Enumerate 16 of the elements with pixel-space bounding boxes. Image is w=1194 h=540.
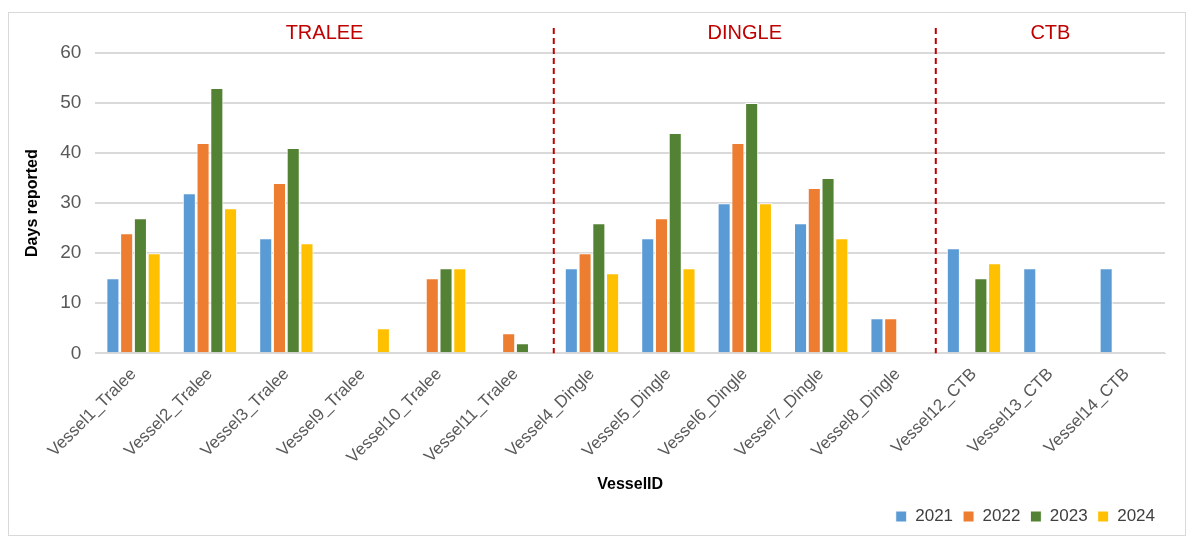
y-tick-label: 10 xyxy=(60,291,82,313)
y-tick-label: 30 xyxy=(60,191,82,213)
text: CTB xyxy=(1030,20,1071,43)
y-tick-label: 20 xyxy=(60,241,82,263)
legend-label: 2021 xyxy=(915,506,954,526)
y-tick-label: 40 xyxy=(60,141,82,163)
y-tick-label: 60 xyxy=(60,41,82,63)
legend-label: 2024 xyxy=(1117,506,1156,526)
text: TRALEE xyxy=(285,20,364,43)
y-tick-label: 50 xyxy=(60,91,82,113)
y-tick-label: 0 xyxy=(70,341,82,363)
legend-label: 2022 xyxy=(982,506,1021,526)
legend-label: 2023 xyxy=(1049,506,1088,526)
y-axis-title: Days reported xyxy=(23,149,41,257)
text: DINGLE xyxy=(707,20,783,43)
x-axis-title: VesselID xyxy=(597,474,664,492)
